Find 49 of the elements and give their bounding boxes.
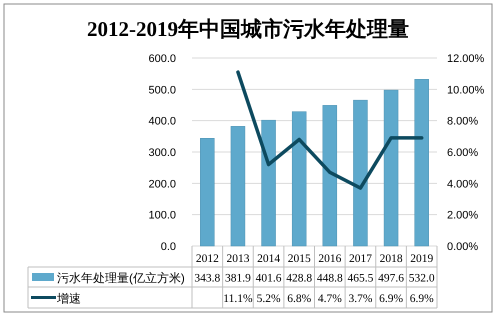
x-tick-label: 2018 [380, 253, 403, 265]
line-series [236, 70, 424, 190]
chart-title: 2012-2019年中国城市污水年处理量 [87, 17, 409, 41]
data-label: 428.8 [286, 272, 312, 284]
data-label: 3.7% [348, 293, 373, 305]
x-tick-label: 2019 [410, 253, 434, 265]
data-label: 5.2% [256, 293, 281, 305]
data-label: 381.9 [225, 272, 252, 284]
data-label: 4.7% [318, 293, 342, 305]
bar [261, 120, 276, 246]
y-tick-label: 600.0 [148, 53, 176, 65]
y-tick-label: 100.0 [148, 210, 176, 222]
x-tick-label: 2017 [348, 253, 372, 265]
bar [384, 90, 398, 246]
y2-tick-label: 4.00% [447, 178, 478, 190]
y2-tick-label: 0.00% [447, 241, 478, 253]
y-tick-label: 200.0 [148, 178, 176, 190]
data-label: 6.9% [379, 293, 404, 305]
data-label: 401.6 [256, 272, 282, 284]
y2-tick-label: 8.00% [447, 116, 478, 128]
y-tick-label: 500.0 [148, 84, 176, 96]
legend-label: 污水年处理量(亿立方米) [57, 271, 185, 285]
bar [292, 111, 306, 246]
bar [353, 100, 368, 246]
data-label: 532.0 [408, 272, 435, 284]
x-tick-label: 2013 [226, 253, 250, 265]
bar [200, 138, 215, 246]
bar [322, 105, 338, 246]
y2-tick-label: 6.00% [447, 147, 478, 159]
data-label: 6.8% [287, 293, 312, 305]
y-tick-label: 0.0 [160, 241, 176, 253]
y-tick-label: 300.0 [148, 147, 176, 159]
y2-tick-label: 2.00% [447, 210, 478, 222]
bar [230, 126, 246, 246]
y2-tick-label: 12.00% [447, 53, 485, 65]
data-label: 343.8 [194, 272, 220, 284]
data-label: 11.1% [223, 293, 253, 305]
data-label: 497.6 [378, 272, 404, 284]
x-tick-label: 2014 [257, 253, 280, 265]
x-tick-label: 2012 [196, 253, 220, 265]
y-tick-label: 400.0 [148, 116, 176, 128]
data-label: 448.8 [316, 272, 343, 284]
x-tick-label: 2015 [288, 253, 311, 265]
data-label: 6.9% [410, 293, 434, 305]
y2-tick-label: 10.00% [447, 84, 485, 96]
bar [414, 79, 429, 246]
data-label: 465.5 [348, 272, 374, 284]
legend-label: 增速 [56, 292, 81, 306]
x-tick-label: 2016 [318, 253, 342, 265]
